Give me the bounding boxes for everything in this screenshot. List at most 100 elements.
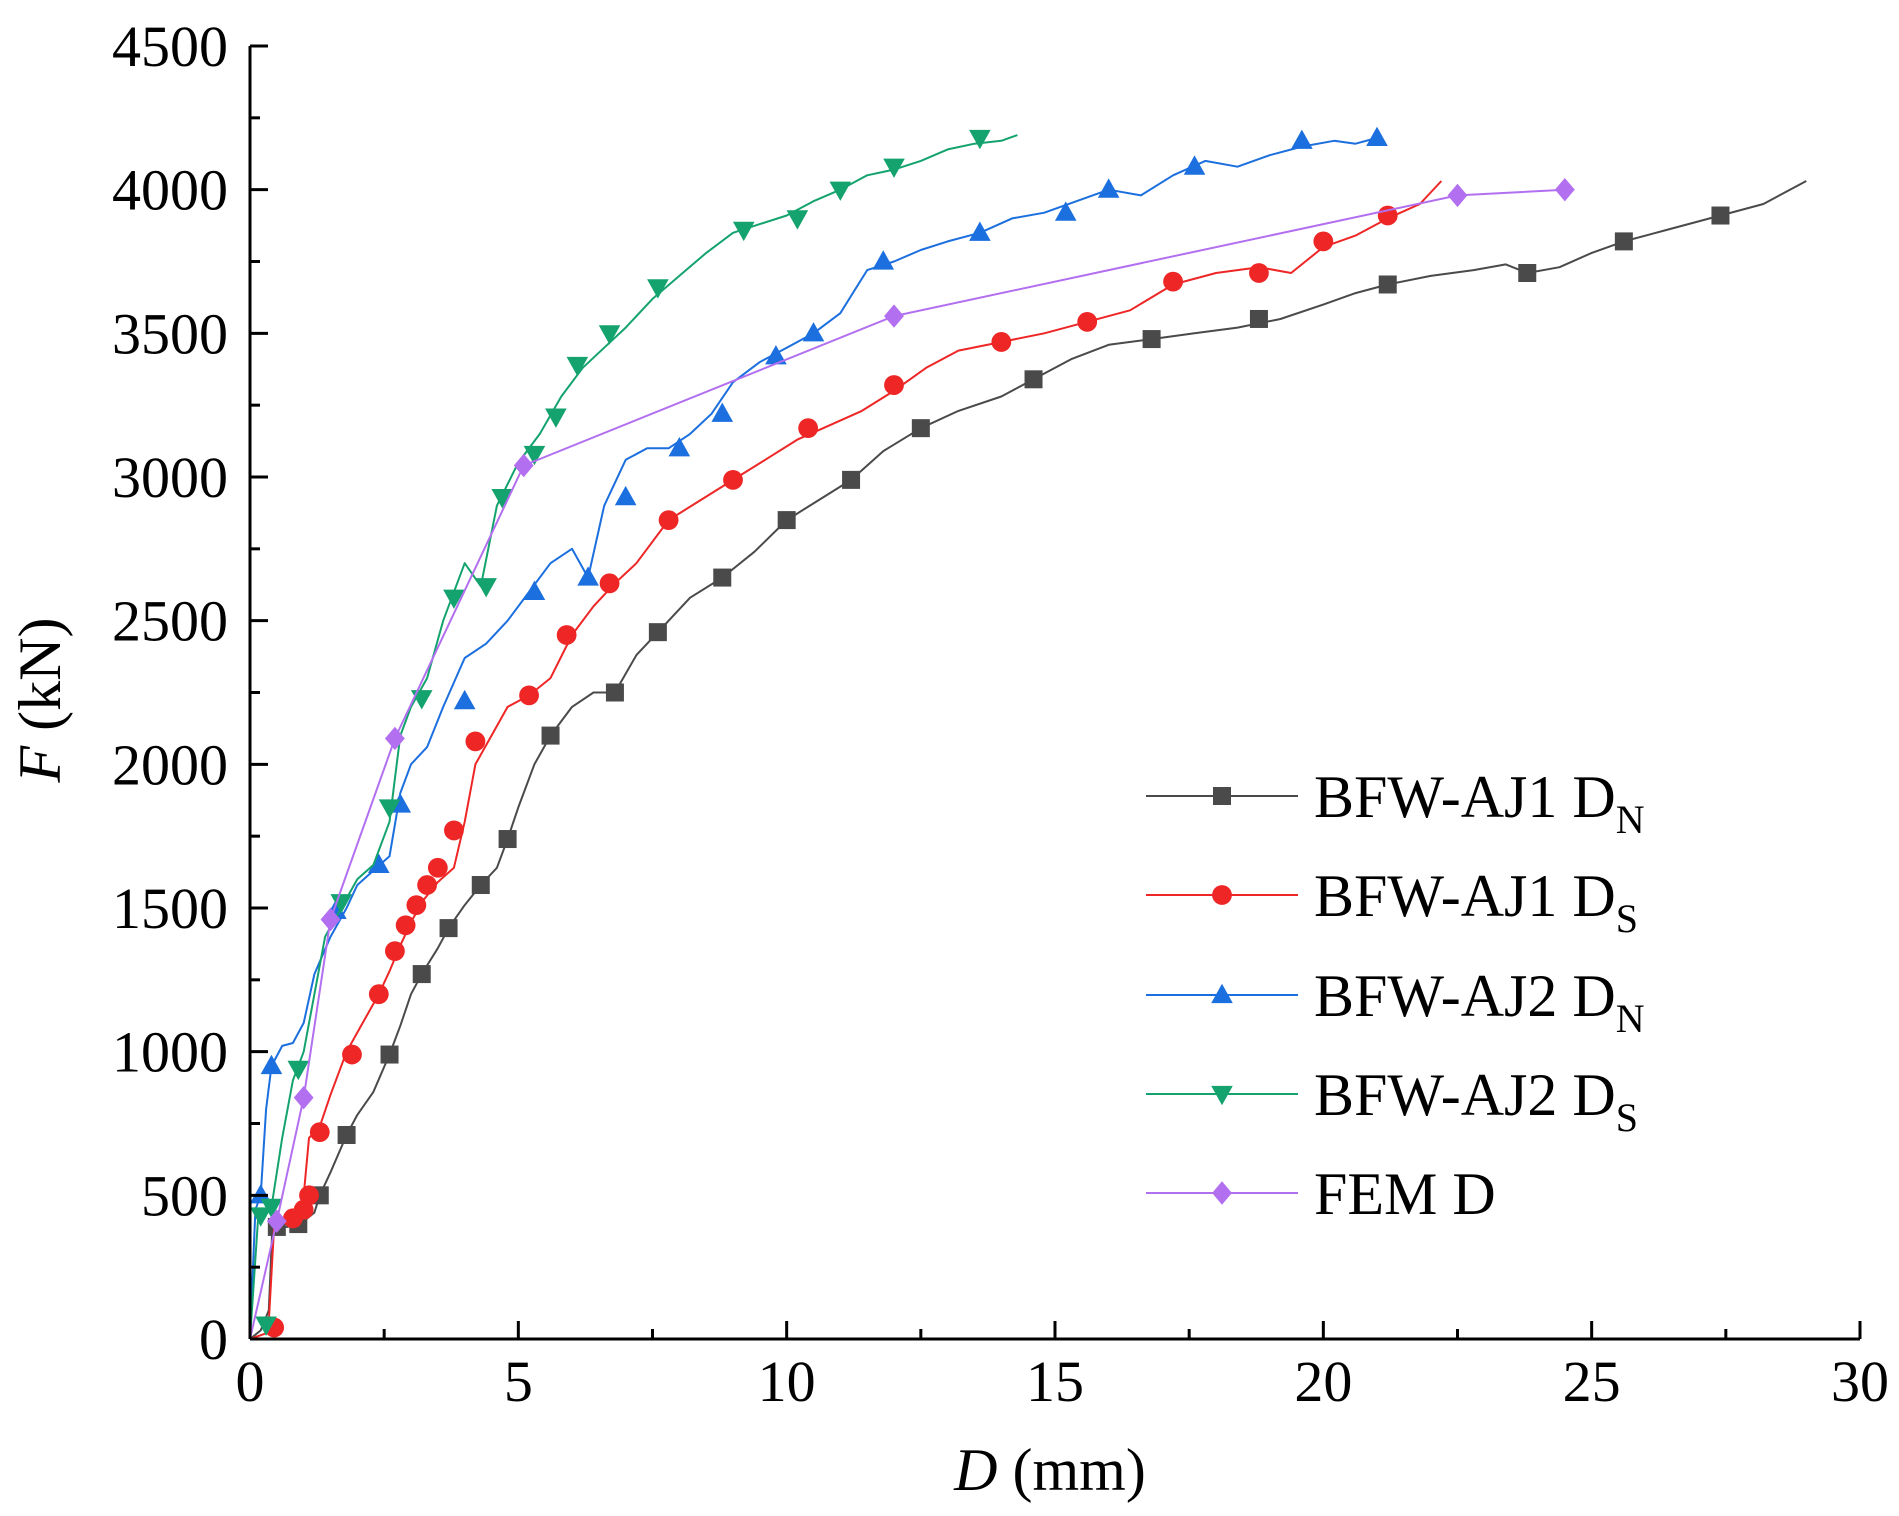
data-point (330, 894, 353, 914)
y-tick-label: 2500 (112, 589, 228, 654)
series-bfw-aj2-dn (249, 126, 1388, 1340)
legend-marker (1211, 1085, 1233, 1106)
data-point (798, 418, 819, 439)
y-tick-label: 1000 (112, 1020, 228, 1085)
y-axis-symbol: F (7, 744, 73, 783)
data-point (519, 685, 539, 706)
y-tick-label: 0 (199, 1307, 228, 1372)
data-point (732, 221, 755, 242)
legend-label-main: BFW-AJ2 D (1314, 1062, 1616, 1128)
data-point (1711, 206, 1730, 225)
legend-item-bfw-aj1-dn: BFW-AJ1 DN (1146, 764, 1645, 842)
series-line (249, 180, 1443, 1340)
data-point (368, 853, 390, 873)
data-point (786, 210, 809, 230)
data-point (1024, 370, 1043, 389)
x-axis-unit: (mm) (998, 1437, 1146, 1503)
legend-label: BFW-AJ2 DS (1314, 1062, 1638, 1140)
data-point (1554, 177, 1575, 202)
data-point (1249, 263, 1269, 283)
data-point (765, 345, 787, 365)
legend-item-bfw-aj1-ds: BFW-AJ1 DS (1146, 863, 1638, 941)
data-point (1447, 183, 1468, 208)
data-point (320, 907, 341, 932)
data-point (443, 589, 465, 609)
data-point (1366, 126, 1388, 147)
data-point (368, 984, 389, 1005)
data-point (599, 573, 620, 594)
data-point (266, 1209, 287, 1233)
data-point (969, 129, 991, 150)
series-bfw-aj2-ds (249, 129, 1018, 1340)
data-point (249, 1207, 272, 1227)
legend-label: FEM D (1314, 1161, 1496, 1227)
legend-marker (1212, 1181, 1232, 1205)
x-tick-label: 0 (236, 1349, 265, 1414)
x-axis-title: D (mm) (953, 1437, 1146, 1503)
legend-label-main: BFW-AJ2 D (1314, 963, 1616, 1029)
data-point (969, 221, 991, 241)
legend-label-subscript: N (1616, 996, 1645, 1041)
legend-marker (1213, 787, 1231, 805)
legend-item-fem-d: FEM D (1146, 1161, 1496, 1227)
data-point (598, 325, 621, 345)
y-axis-unit: (kN) (7, 618, 73, 746)
legend-label: BFW-AJ1 DN (1314, 764, 1645, 842)
data-point (668, 437, 691, 457)
data-point (1077, 311, 1098, 332)
data-point (293, 1085, 314, 1110)
data-point (513, 453, 534, 478)
y-tick-label: 3500 (112, 301, 228, 366)
data-point (385, 941, 405, 961)
y-tick-label: 1500 (112, 876, 228, 941)
y-tick-label: 4000 (112, 158, 228, 223)
legend-item-bfw-aj2-dn: BFW-AJ2 DN (1146, 963, 1645, 1041)
data-point (991, 332, 1012, 352)
y-tick-label: 500 (141, 1163, 228, 1228)
data-point (1163, 271, 1183, 292)
x-tick-label: 20 (1294, 1349, 1352, 1414)
data-point (1313, 231, 1334, 252)
legend-label-main: BFW-AJ1 D (1314, 863, 1616, 929)
legend-label-main: FEM D (1314, 1161, 1496, 1227)
series-layer (249, 126, 1807, 1340)
legend-marker (1212, 885, 1232, 905)
legend-label: BFW-AJ2 DN (1314, 963, 1645, 1041)
data-point (444, 820, 464, 841)
legend-label: BFW-AJ1 DS (1314, 863, 1638, 941)
data-point (658, 510, 679, 530)
data-point (475, 578, 497, 598)
legend-label-subscript: S (1616, 896, 1638, 941)
data-point (309, 1122, 330, 1143)
data-point (884, 304, 904, 328)
data-point (605, 683, 624, 702)
data-point (713, 568, 732, 587)
data-point (723, 469, 743, 490)
data-point (406, 895, 427, 916)
data-point (260, 1198, 283, 1219)
data-point (884, 375, 904, 395)
data-point (556, 625, 577, 645)
data-point (412, 965, 431, 984)
data-point (453, 689, 476, 710)
x-tick-label: 5 (504, 1349, 533, 1414)
series-line (249, 180, 1807, 1340)
data-point (417, 875, 437, 895)
data-point (1183, 155, 1206, 175)
x-tick-label: 15 (1026, 1349, 1084, 1414)
data-point (378, 799, 401, 819)
data-point (711, 402, 734, 422)
x-axis-symbol: D (953, 1437, 997, 1503)
series-bfw-aj1-ds (249, 180, 1443, 1340)
y-tick-label: 3000 (112, 445, 228, 510)
data-point (427, 857, 448, 878)
data-point (648, 623, 667, 642)
legend-label-main: BFW-AJ1 D (1314, 764, 1616, 830)
x-tick-label: 10 (758, 1349, 816, 1414)
data-point (255, 1316, 277, 1336)
y-tick-label: 2000 (112, 732, 228, 797)
data-point (471, 876, 490, 895)
data-point (1614, 232, 1633, 251)
data-point (1097, 178, 1120, 198)
data-point (1142, 330, 1161, 349)
